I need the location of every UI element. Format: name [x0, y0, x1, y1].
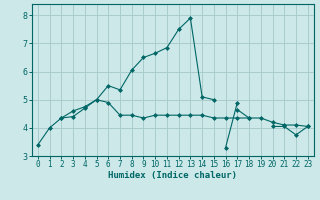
X-axis label: Humidex (Indice chaleur): Humidex (Indice chaleur) [108, 171, 237, 180]
